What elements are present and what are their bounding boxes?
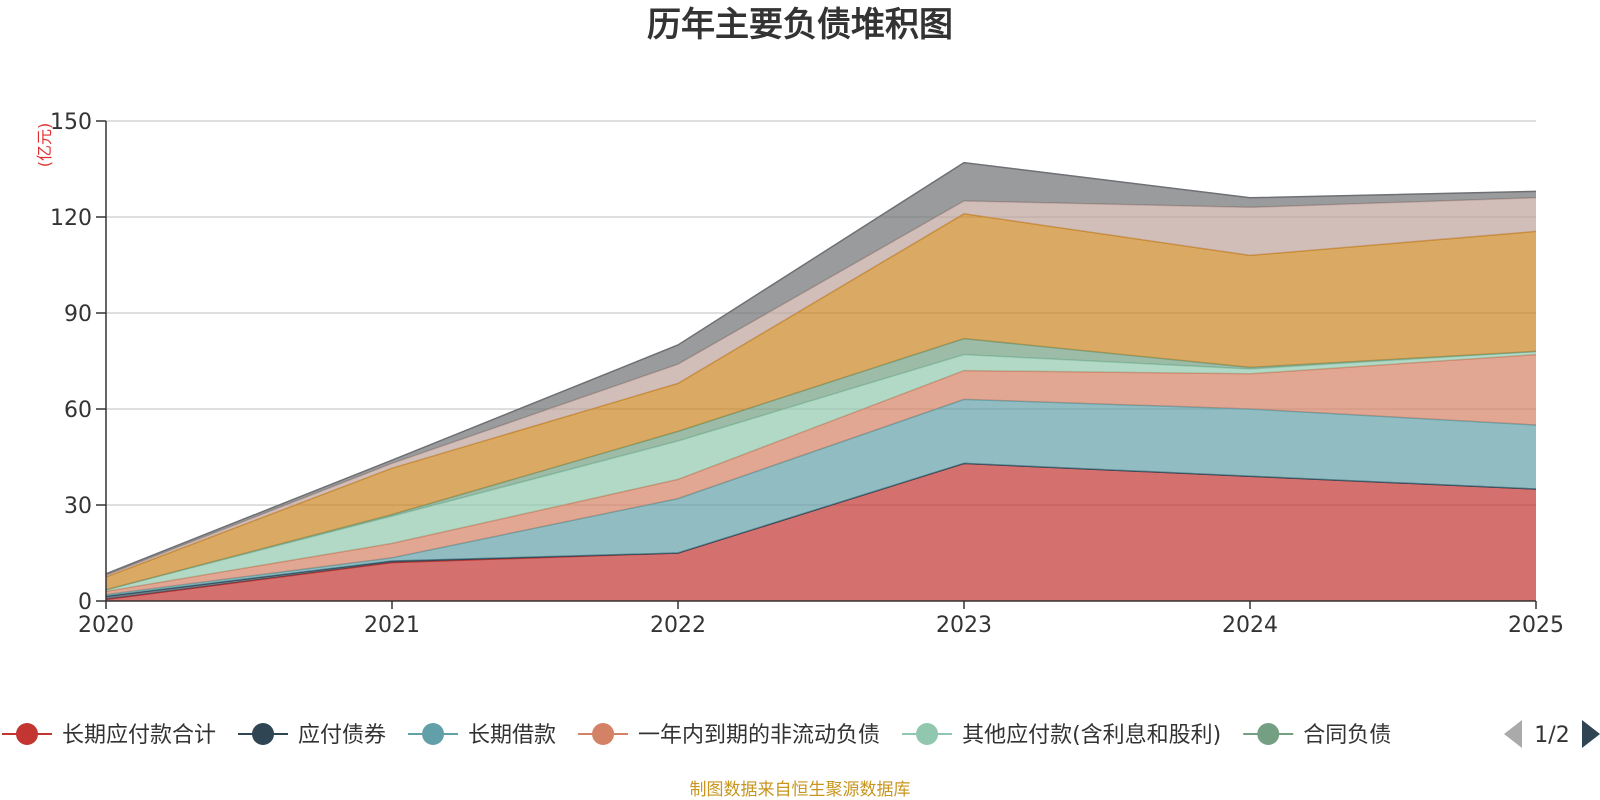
legend-label: 应付债券 xyxy=(298,723,386,748)
y-tick-label: 120 xyxy=(50,206,92,231)
x-tick-label: 2021 xyxy=(364,613,420,638)
chart-title: 历年主要负债堆积图 xyxy=(647,5,953,45)
area-series-1 xyxy=(106,463,1536,601)
x-tick-label: 2020 xyxy=(78,613,134,638)
area-series-6 xyxy=(106,338,1536,590)
legend-marker xyxy=(592,723,615,745)
legend-label: 长期应付款合计 xyxy=(62,723,216,748)
area-series-4 xyxy=(106,354,1536,595)
legend-label: 其他应付款(含利息和股利) xyxy=(962,723,1221,748)
legend-marker xyxy=(1257,723,1280,745)
stacked-areas xyxy=(105,161,1537,601)
legend[interactable]: 长期应付款合计 应付债券 长期借款 一年内到期的非流动负债 其他应付款(含利息和股利) 合… xyxy=(2,720,1600,748)
legend-label: 合同负债 xyxy=(1303,723,1391,748)
x-tick-label: 2025 xyxy=(1508,613,1564,638)
area-series-7 xyxy=(106,213,1536,590)
y-tick-label: 150 xyxy=(50,110,92,135)
x-tick-label: 2024 xyxy=(1222,613,1278,638)
x-tick-label: 2023 xyxy=(936,613,992,638)
legend-item-2[interactable]: 应付债券 xyxy=(238,723,386,748)
legend-marker xyxy=(916,723,939,745)
legend-item-4[interactable]: 一年内到期的非流动负债 xyxy=(578,723,880,748)
legend-item-1[interactable]: 长期应付款合计 xyxy=(2,723,216,748)
legend-item-5[interactable]: 其他应付款(含利息和股利) xyxy=(902,723,1221,748)
area-series-5 xyxy=(106,351,1536,592)
area-series-8 xyxy=(106,197,1536,578)
y-tick-label: 60 xyxy=(64,398,92,423)
legend-prev-icon[interactable] xyxy=(1504,720,1522,748)
y-tick-label: 0 xyxy=(78,590,92,615)
legend-label: 长期借款 xyxy=(468,723,556,748)
x-tick-label: 2022 xyxy=(650,613,706,638)
area-line-series-9 xyxy=(105,161,1537,575)
legend-marker xyxy=(422,723,445,745)
y-axis-unit: (亿元) xyxy=(35,123,54,168)
legend-next-icon[interactable] xyxy=(1582,720,1600,748)
legend-marker xyxy=(252,723,275,745)
axes: 0 30 60 90 120 150 2020 2021 2022 2023 2024 2025 xyxy=(50,110,1564,638)
legend-label: 一年内到期的非流动负债 xyxy=(638,723,880,748)
legend-item-3[interactable]: 长期借款 xyxy=(408,723,556,748)
legend-item-6[interactable]: 合同负债 xyxy=(1243,723,1391,748)
area-series-3 xyxy=(106,399,1536,597)
source-note: 制图数据来自恒生聚源数据库 xyxy=(690,780,911,800)
legend-page-indicator: 1/2 xyxy=(1534,723,1569,748)
legend-marker xyxy=(16,723,38,745)
y-tick-label: 30 xyxy=(64,494,92,519)
y-tick-label: 90 xyxy=(64,302,92,327)
